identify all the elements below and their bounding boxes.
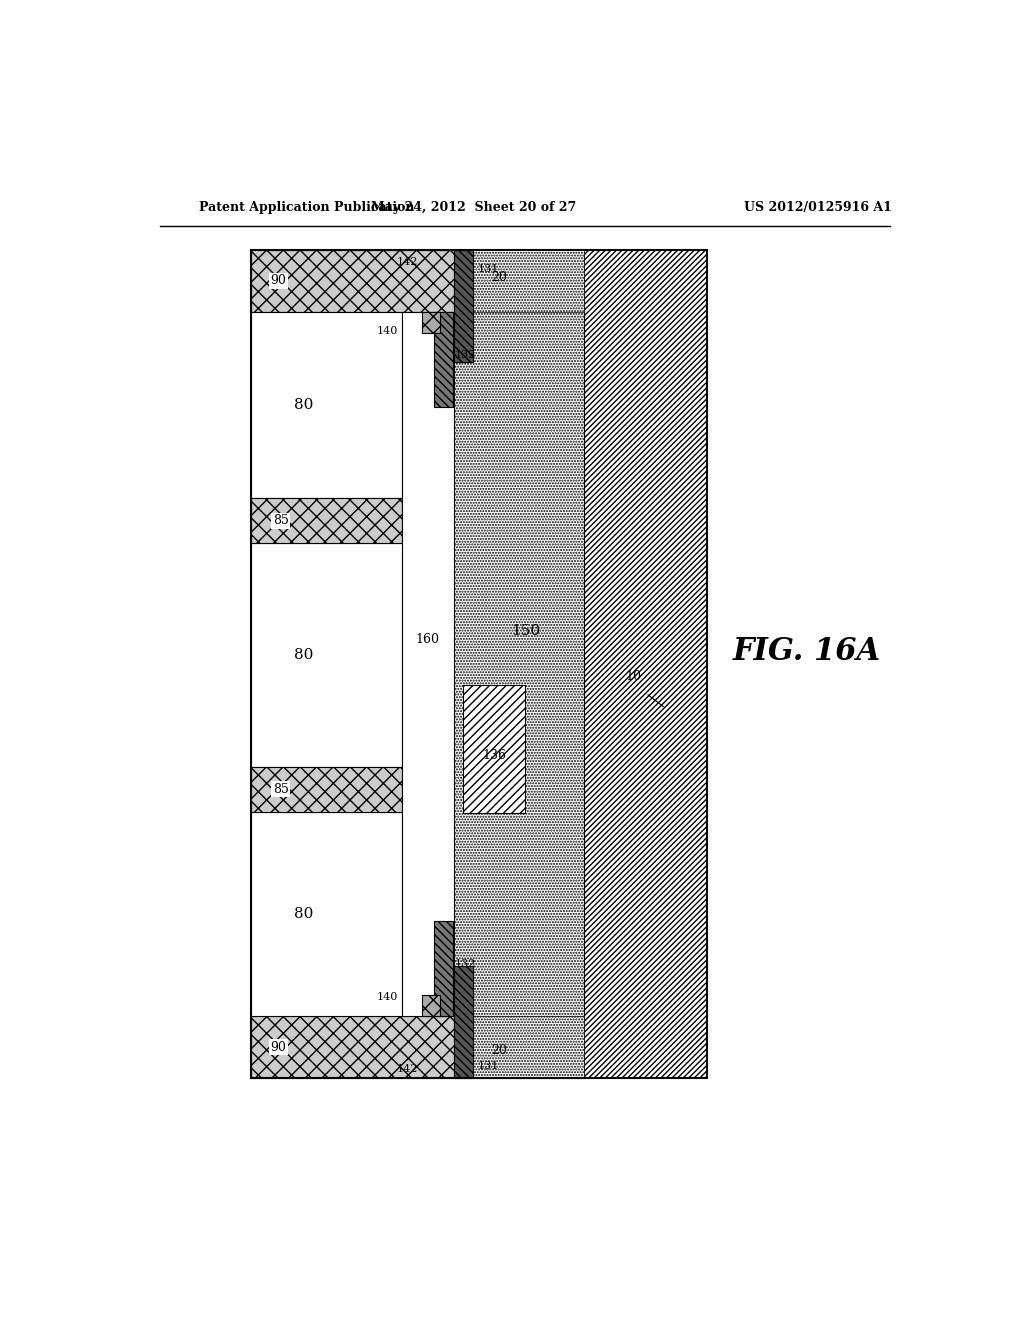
Bar bbox=[251, 312, 401, 499]
Text: 140: 140 bbox=[376, 993, 397, 1002]
Bar bbox=[251, 1016, 454, 1078]
Text: 20: 20 bbox=[492, 272, 508, 284]
Bar bbox=[433, 921, 453, 1016]
Text: 160: 160 bbox=[416, 632, 440, 645]
Bar bbox=[251, 249, 708, 1078]
Bar bbox=[251, 812, 401, 1016]
Bar bbox=[251, 249, 708, 1078]
Text: 80: 80 bbox=[294, 907, 313, 921]
Text: 150: 150 bbox=[511, 624, 541, 638]
Text: 140: 140 bbox=[376, 326, 397, 335]
Bar bbox=[433, 312, 453, 408]
Text: 142: 142 bbox=[396, 257, 418, 268]
Text: US 2012/0125916 A1: US 2012/0125916 A1 bbox=[744, 201, 892, 214]
Bar bbox=[251, 543, 401, 767]
Bar bbox=[454, 249, 584, 1078]
Text: FIG. 16A: FIG. 16A bbox=[732, 636, 881, 667]
Text: 131: 131 bbox=[477, 264, 499, 273]
Text: 10: 10 bbox=[626, 671, 641, 682]
Bar bbox=[454, 249, 584, 312]
Text: 131: 131 bbox=[477, 1061, 499, 1071]
Text: May 24, 2012  Sheet 20 of 27: May 24, 2012 Sheet 20 of 27 bbox=[371, 201, 575, 214]
Text: 90: 90 bbox=[270, 1040, 287, 1053]
Text: 80: 80 bbox=[294, 648, 313, 661]
Text: Patent Application Publication: Patent Application Publication bbox=[200, 201, 415, 214]
Bar bbox=[454, 1016, 584, 1078]
Text: 80: 80 bbox=[294, 399, 313, 412]
Bar bbox=[251, 499, 401, 543]
Bar bbox=[251, 767, 401, 812]
Bar bbox=[251, 249, 454, 312]
Bar bbox=[422, 312, 440, 333]
Bar bbox=[401, 312, 454, 1016]
Text: 20: 20 bbox=[492, 1044, 508, 1057]
Bar bbox=[454, 249, 473, 362]
Text: 132: 132 bbox=[455, 350, 476, 360]
Text: 142: 142 bbox=[396, 1064, 418, 1074]
Text: 136: 136 bbox=[482, 748, 506, 762]
Text: 85: 85 bbox=[272, 783, 289, 796]
Text: 85: 85 bbox=[272, 515, 289, 527]
Text: 90: 90 bbox=[270, 275, 287, 288]
Text: 132: 132 bbox=[455, 958, 476, 969]
Bar bbox=[422, 995, 440, 1016]
Bar bbox=[463, 685, 524, 813]
Bar bbox=[584, 249, 708, 1078]
Bar bbox=[454, 966, 473, 1078]
